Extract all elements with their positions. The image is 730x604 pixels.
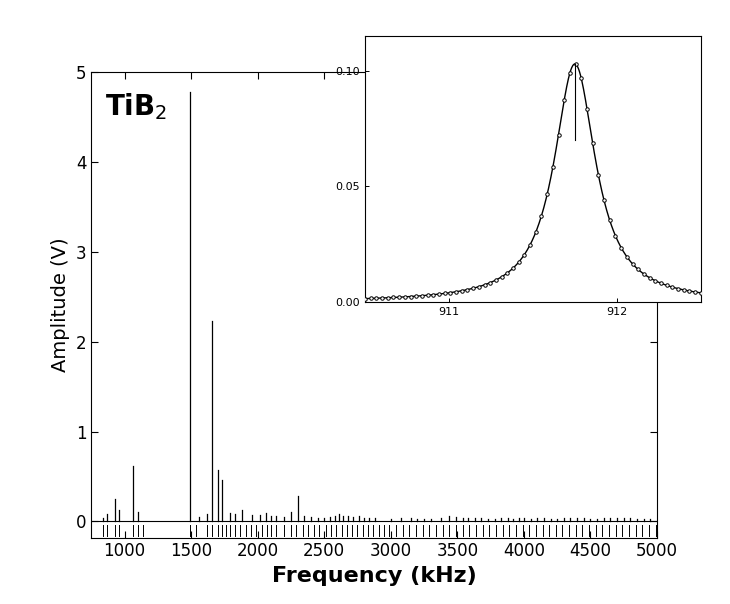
Y-axis label: Amplitude (V): Amplitude (V): [51, 238, 70, 372]
Text: TiB$_2$: TiB$_2$: [105, 91, 168, 122]
X-axis label: Frequency (kHz): Frequency (kHz): [272, 566, 477, 586]
